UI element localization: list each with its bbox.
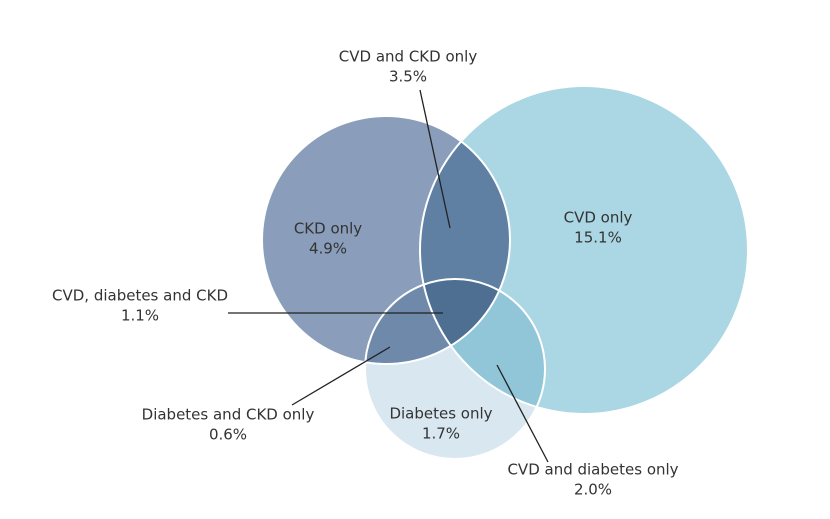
value-label: 1.7% bbox=[422, 425, 460, 443]
outlines bbox=[261, 85, 749, 460]
labels: CVD and CKD only 3.5% CKD only 4.9% CVD only… bbox=[52, 48, 679, 499]
region-label: CVD and diabetes only bbox=[507, 461, 678, 479]
value-label: 0.6% bbox=[209, 426, 247, 444]
outline bbox=[364, 278, 546, 460]
region-label: Diabetes only bbox=[389, 405, 492, 423]
region-label: CVD and CKD only bbox=[339, 48, 478, 66]
outline bbox=[419, 85, 749, 415]
value-label: 1.1% bbox=[121, 307, 159, 325]
regions bbox=[262, 86, 748, 459]
leader-line bbox=[419, 89, 451, 229]
outline bbox=[261, 115, 511, 365]
region-label: CVD, diabetes and CKD bbox=[52, 287, 228, 305]
value-label: 3.5% bbox=[389, 68, 427, 86]
value-label: 2.0% bbox=[574, 481, 612, 499]
leaders bbox=[228, 89, 549, 463]
leader-line bbox=[496, 364, 549, 463]
region-clip bbox=[420, 279, 545, 414]
region-label: CVD only bbox=[564, 209, 633, 227]
value-label: 15.1% bbox=[574, 229, 622, 247]
venn-region bbox=[420, 279, 545, 414]
region-mask bbox=[420, 279, 545, 414]
leader-line bbox=[291, 346, 391, 406]
value-label: 4.9% bbox=[309, 240, 347, 258]
region-label: Diabetes and CKD only bbox=[142, 406, 315, 424]
region-label: CKD only bbox=[294, 220, 362, 238]
